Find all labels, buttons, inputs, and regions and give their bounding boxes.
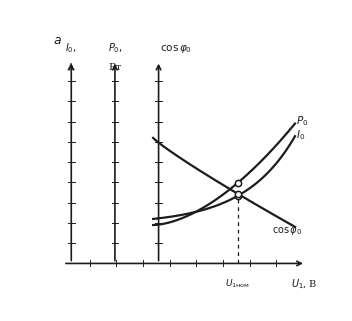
Text: $P_0$: $P_0$: [296, 114, 309, 128]
Text: $U_{1\text{ном}}$: $U_{1\text{ном}}$: [226, 277, 250, 290]
Text: $I_0,$: $I_0,$: [65, 41, 77, 55]
Text: А: А: [67, 63, 75, 72]
Text: $\cos\varphi_0$: $\cos\varphi_0$: [160, 43, 192, 55]
Text: $I_0$: $I_0$: [296, 128, 306, 142]
Text: $U_1$, В: $U_1$, В: [291, 277, 318, 291]
Text: $P_0,$: $P_0,$: [108, 41, 122, 55]
Text: Вт: Вт: [108, 63, 121, 72]
Text: $a$: $a$: [53, 34, 62, 47]
Text: $\cos\varphi_0$: $\cos\varphi_0$: [272, 225, 302, 237]
